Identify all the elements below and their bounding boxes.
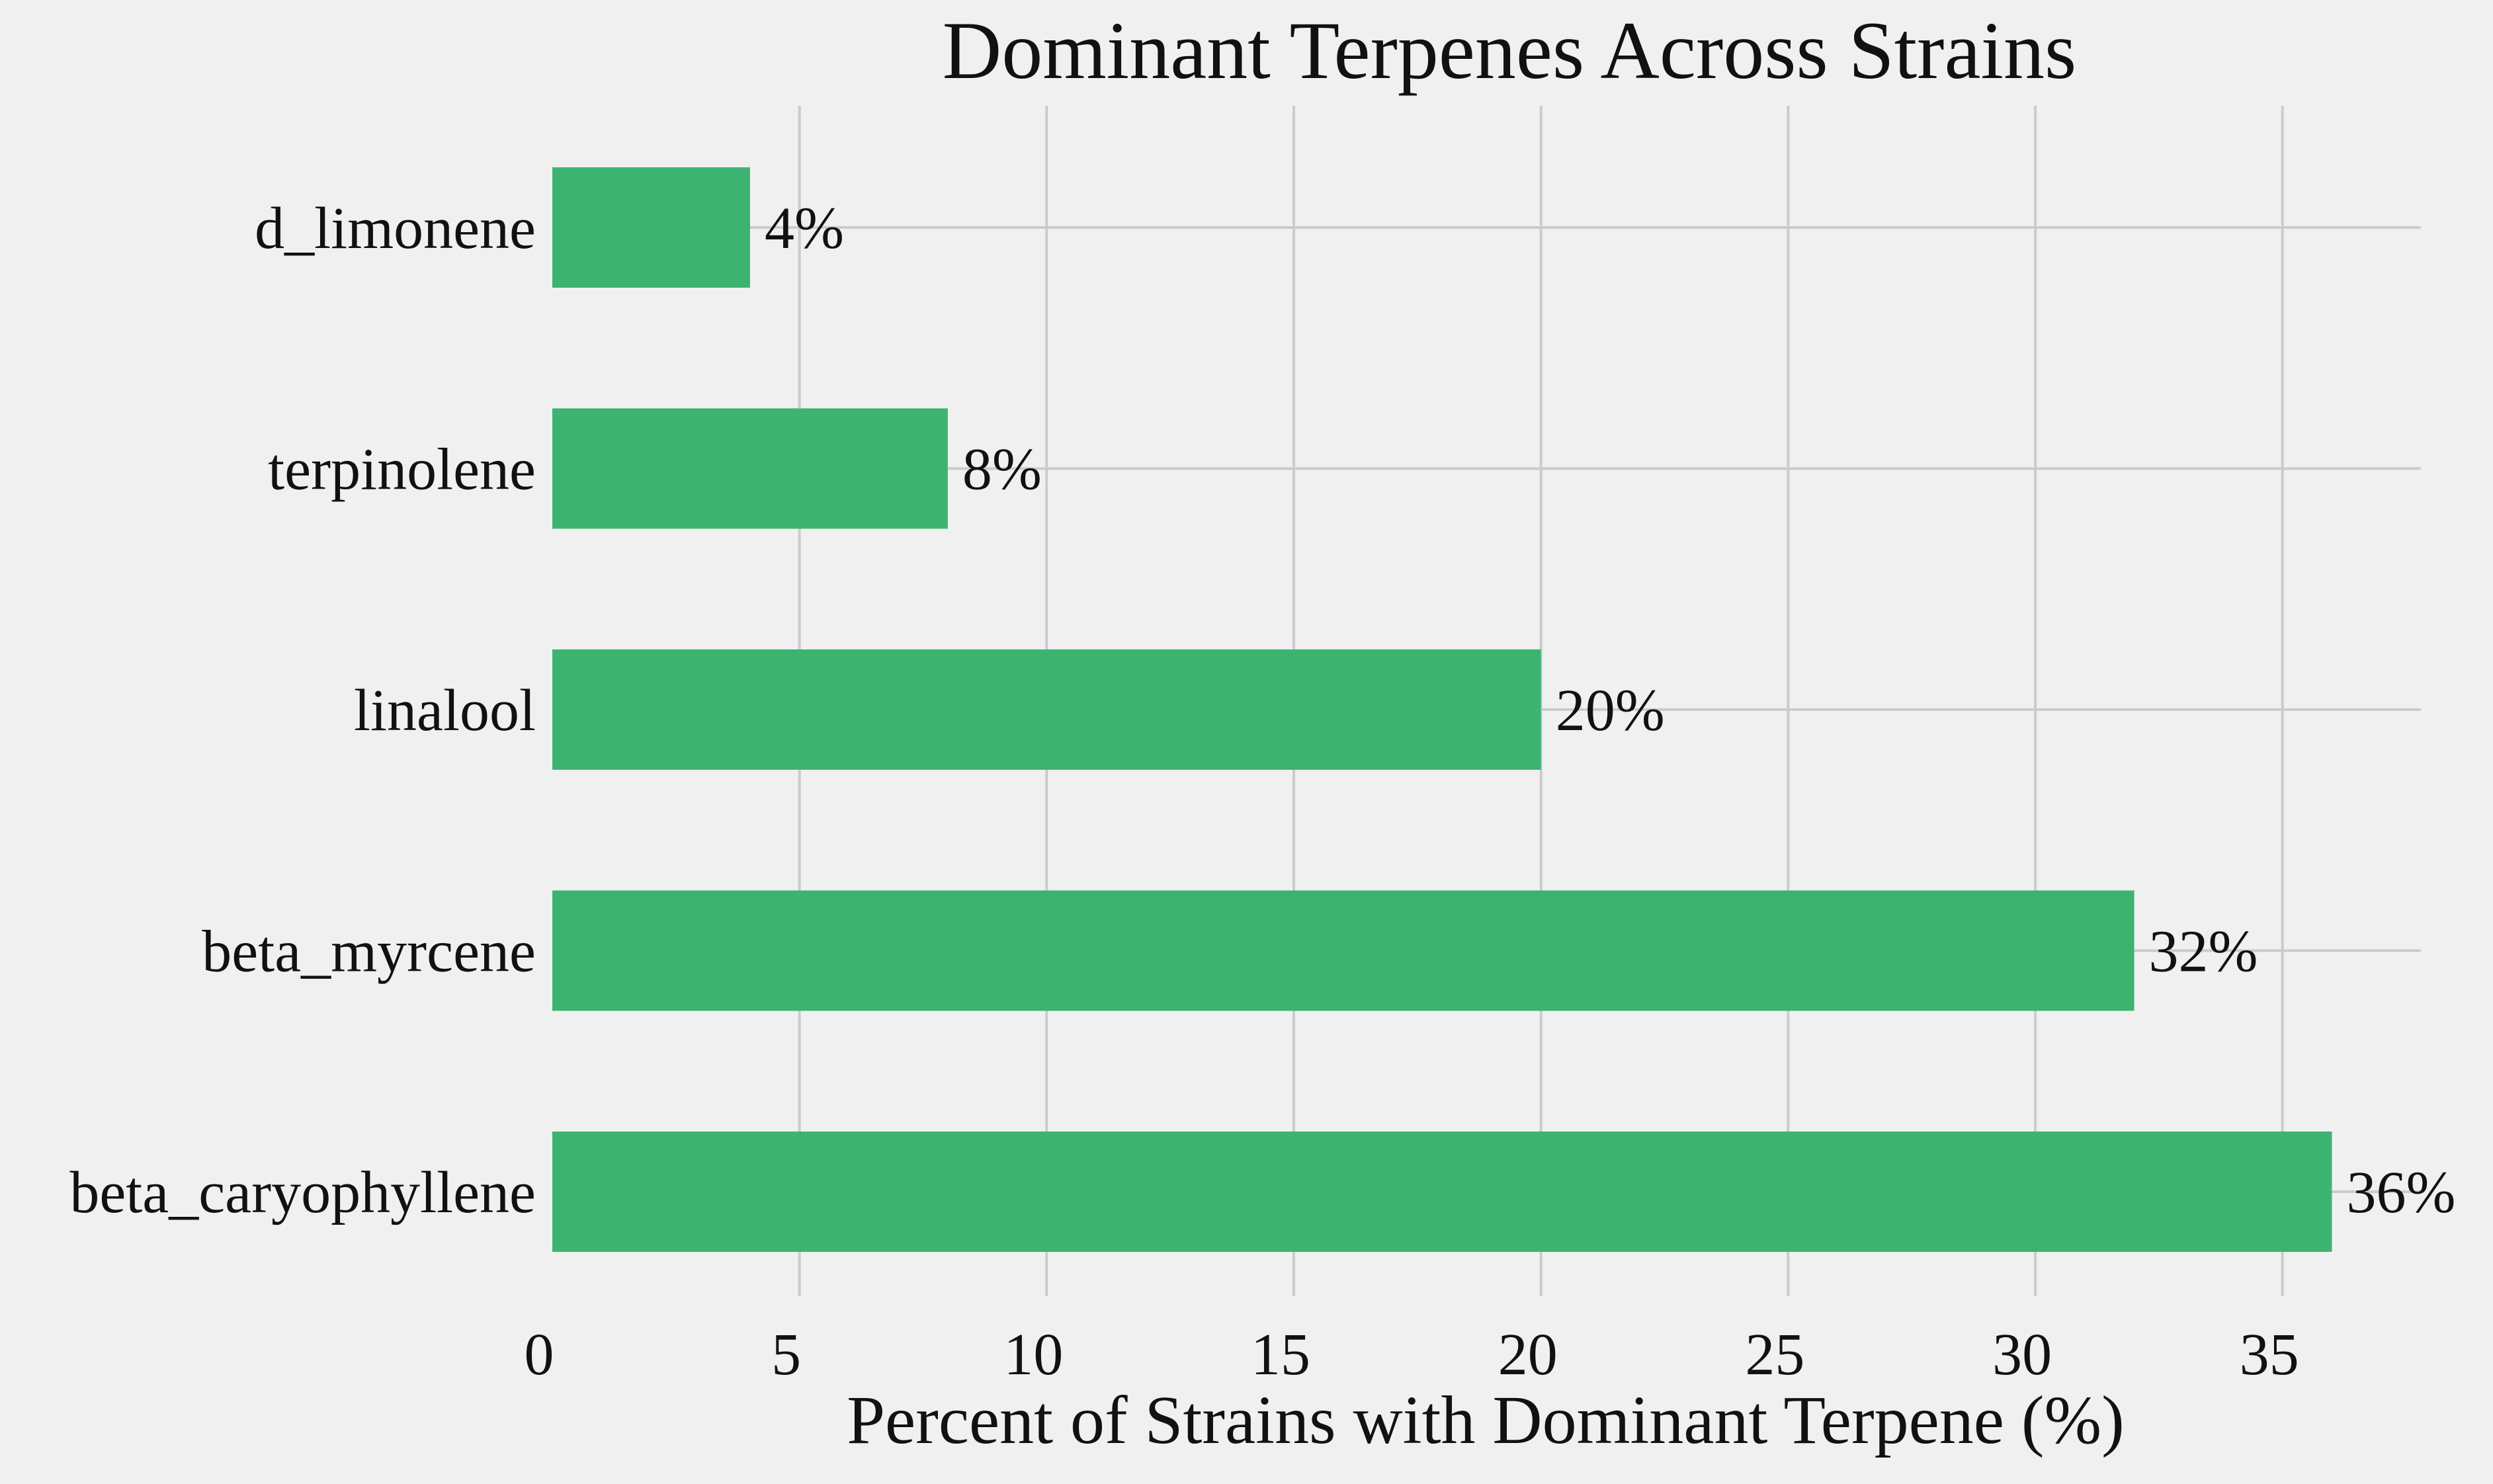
x-tick-label: 20 xyxy=(1498,1322,1558,1387)
category-label: terpinolene xyxy=(268,437,536,503)
category-label: linalool xyxy=(354,678,536,743)
bar xyxy=(552,408,948,529)
category-label: beta_myrcene xyxy=(202,919,536,985)
data-label: 32% xyxy=(2149,919,2258,985)
bar xyxy=(552,167,750,288)
category-label: d_limonene xyxy=(255,196,536,261)
x-tick-label: 10 xyxy=(1003,1322,1063,1387)
bar xyxy=(552,890,2134,1011)
data-label: 8% xyxy=(962,437,1042,503)
category-label: beta_caryophyllene xyxy=(69,1160,536,1225)
bar xyxy=(552,649,1541,770)
x-tick-label: 15 xyxy=(1251,1322,1310,1387)
chart-title: Dominant Terpenes Across Strains xyxy=(943,5,2076,96)
x-axis-label: Percent of Strains with Dominant Terpene… xyxy=(847,1382,2125,1458)
x-tick-label: 25 xyxy=(1745,1322,1804,1387)
data-label: 4% xyxy=(765,196,844,261)
data-label: 36% xyxy=(2346,1160,2455,1225)
bar xyxy=(552,1132,2332,1252)
x-tick-label: 5 xyxy=(771,1322,801,1387)
bars xyxy=(552,167,2332,1252)
labels: 0 5 10 15 20 25 30 35 beta_caryophyllene 36% beta_… xyxy=(69,196,2455,1387)
x-tick-label: 30 xyxy=(1992,1322,2052,1387)
data-label: 20% xyxy=(1556,678,1665,743)
x-tick-label: 0 xyxy=(525,1322,554,1387)
x-tick-label: 35 xyxy=(2240,1322,2299,1387)
